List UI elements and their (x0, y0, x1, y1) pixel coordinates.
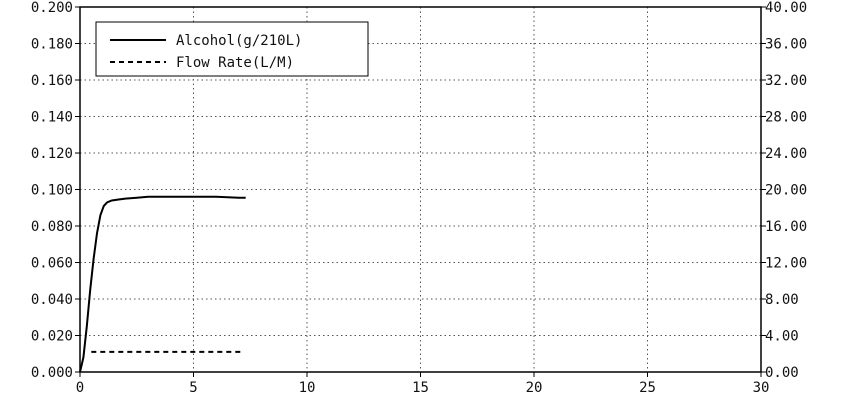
x-tick-label: 30 (753, 380, 770, 396)
legend: Alcohol(g/210L) Flow Rate(L/M) (95, 21, 369, 77)
series-line-alcohol (79, 195, 246, 373)
y-tick-label: 0.180 (31, 37, 73, 53)
x-tick-label: 25 (639, 380, 656, 396)
y2-tick-label: 0.00 (765, 365, 799, 381)
x-tick-label: 20 (526, 380, 543, 396)
y-tick-label: 0.020 (31, 329, 73, 345)
legend-label: Alcohol(g/210L) (176, 33, 302, 49)
ticks: 0.0000.0200.0400.0600.0800.1000.1200.140… (31, 0, 807, 396)
y-tick-label: 0.000 (31, 365, 73, 381)
y2-tick-label: 8.00 (765, 292, 799, 308)
y-tick-label: 0.100 (31, 183, 73, 199)
x-tick-label: 10 (299, 380, 316, 396)
y2-tick-label: 24.00 (765, 146, 807, 162)
x-tick-label: 5 (189, 380, 197, 396)
y-tick-label: 0.120 (31, 146, 73, 162)
y-tick-label: 0.080 (31, 219, 73, 235)
legend-box (95, 21, 369, 77)
y-tick-label: 0.060 (31, 256, 73, 272)
y2-tick-label: 40.00 (765, 0, 807, 16)
y2-tick-label: 20.00 (765, 183, 807, 199)
x-tick-label: 15 (412, 380, 429, 396)
y2-tick-label: 16.00 (765, 219, 807, 235)
y2-tick-label: 4.00 (765, 329, 799, 345)
series-layer (79, 195, 246, 373)
legend-label: Flow Rate(L/M) (176, 55, 294, 71)
y-tick-label: 0.140 (31, 110, 73, 126)
y2-tick-label: 36.00 (765, 37, 807, 53)
y-tick-label: 0.040 (31, 292, 73, 308)
y-tick-label: 0.200 (31, 0, 73, 16)
x-tick-label: 0 (76, 380, 84, 396)
y2-tick-label: 28.00 (765, 110, 807, 126)
y2-tick-label: 12.00 (765, 256, 807, 272)
y-tick-label: 0.160 (31, 73, 73, 89)
y2-tick-label: 32.00 (765, 73, 807, 89)
